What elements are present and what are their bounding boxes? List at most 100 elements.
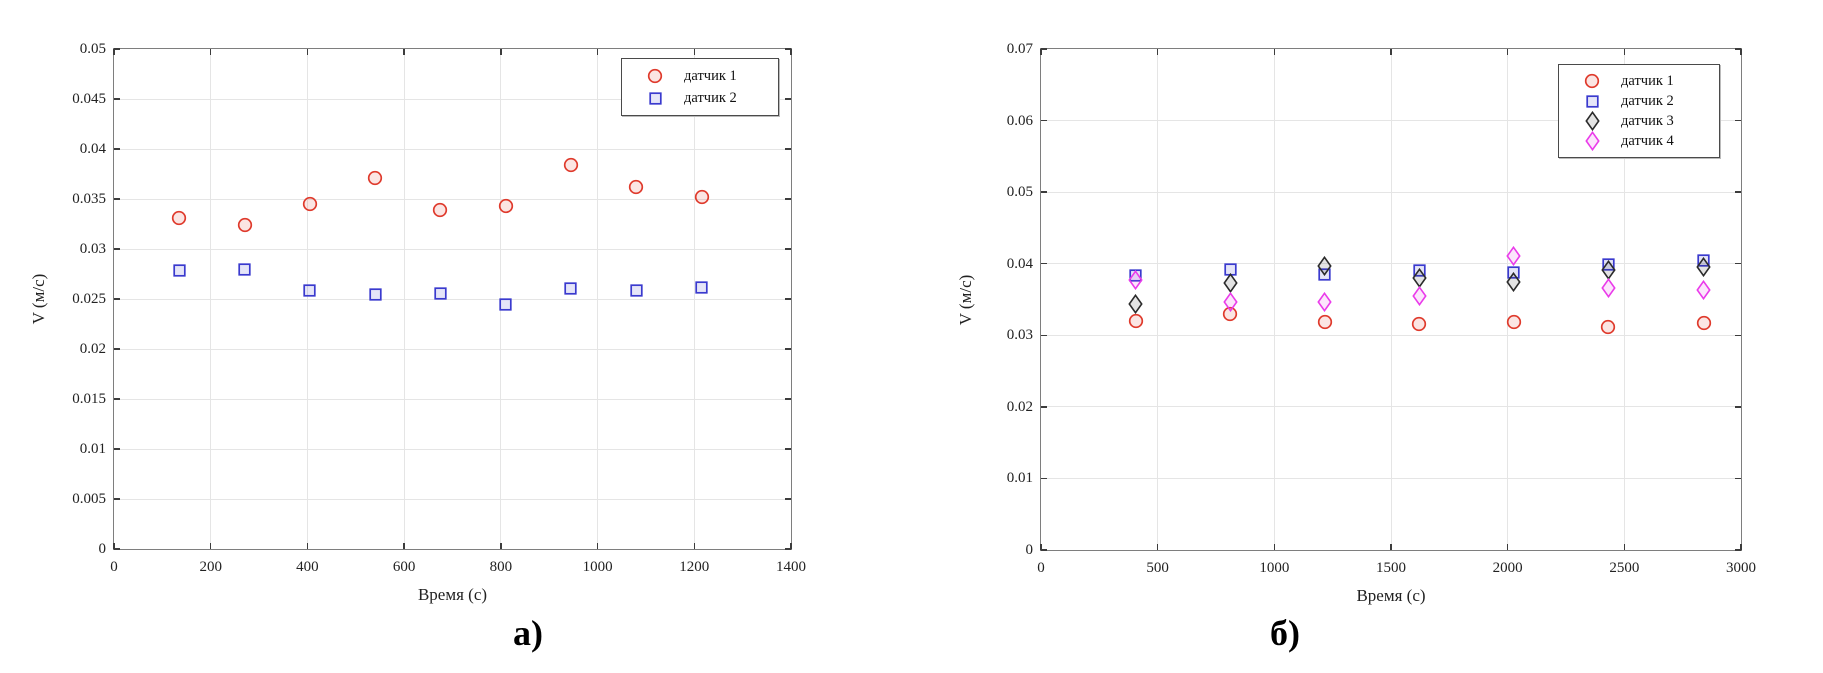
x-tick — [1390, 544, 1392, 550]
x-tick — [403, 543, 405, 549]
x-tick — [1040, 49, 1042, 55]
x-gridline — [1623, 49, 1625, 550]
data-point-diamond — [1696, 280, 1711, 301]
x-tick-label: 2000 — [1492, 560, 1523, 576]
y-tick — [785, 498, 791, 500]
y-tick — [1735, 406, 1741, 408]
legend-circle-icon — [626, 68, 684, 84]
data-point-circle — [1222, 306, 1238, 322]
x-tick — [500, 543, 502, 549]
legend: датчик 1 датчик 2 — [621, 58, 779, 116]
scatter-plot-a: 0 200 400 600 800 1000 1200 1400 0 0.005 0.01 0.015… — [29, 41, 806, 604]
data-point-square — [434, 286, 447, 300]
y-tick — [1041, 48, 1047, 50]
x-tick-label: 600 — [392, 559, 416, 575]
y-tick-label: 0 — [1025, 542, 1034, 558]
y-tick — [785, 448, 791, 450]
legend-square-icon — [626, 91, 684, 105]
x-tick — [790, 543, 792, 549]
legend-item: датчик 1 — [1563, 71, 1715, 91]
data-point-circle — [171, 210, 187, 226]
y-tick — [1041, 477, 1047, 480]
y-gridline — [114, 148, 791, 150]
legend-diamond-icon — [1563, 111, 1621, 131]
x-tick — [1623, 544, 1625, 550]
legend-label: датчик 3 — [1621, 112, 1674, 129]
y-tick-label: 0.02 — [79, 341, 106, 357]
data-point-square — [630, 283, 643, 297]
y-tick — [1735, 119, 1741, 122]
y-tick — [1041, 191, 1047, 193]
data-point-square — [1697, 254, 1710, 267]
data-point-square — [173, 263, 186, 277]
y-gridline — [1041, 406, 1741, 408]
y-tick — [114, 498, 120, 500]
legend-circle-icon — [1563, 73, 1621, 89]
y-gridline — [114, 198, 791, 200]
y-tick — [114, 298, 120, 300]
x-tick-label: 1400 — [776, 559, 806, 575]
y-tick-label: 0.06 — [1006, 112, 1033, 129]
data-point-circle — [432, 202, 448, 218]
x-tick-label: 0 — [1037, 560, 1045, 576]
y-tick-label: 0.05 — [79, 41, 106, 57]
y-tick — [1735, 263, 1741, 265]
x-tick — [1507, 544, 1509, 550]
x-tick — [1740, 544, 1742, 550]
y-axis-label: V (м/с) — [956, 274, 975, 325]
data-point-circle — [1600, 319, 1616, 335]
data-point-square — [695, 280, 708, 294]
data-point-circle — [563, 157, 579, 173]
y-tick-label: 0.015 — [72, 391, 106, 407]
y-axis-label: V (м/с) — [29, 273, 48, 325]
x-tick — [1040, 544, 1042, 550]
x-tick-label: 500 — [1146, 560, 1169, 576]
x-gridline — [1390, 49, 1392, 550]
x-tick-label: 1500 — [1376, 560, 1406, 576]
legend-square-icon — [1563, 94, 1621, 108]
data-point-circle — [302, 196, 318, 212]
data-point-square — [1129, 269, 1142, 282]
x-tick — [596, 543, 599, 549]
x-tick — [693, 49, 695, 55]
y-gridline — [114, 98, 791, 100]
x-tick — [1157, 544, 1159, 550]
x-tick — [210, 543, 212, 549]
y-tick — [785, 398, 791, 400]
data-point-circle — [237, 217, 253, 233]
y-tick — [785, 548, 791, 550]
y-tick — [114, 398, 120, 400]
y-tick — [114, 98, 120, 100]
x-tick — [596, 49, 599, 55]
data-point-circle — [1411, 316, 1427, 332]
legend-diamond-icon — [1563, 131, 1621, 151]
x-tick — [306, 49, 309, 55]
data-point-square — [1412, 264, 1426, 278]
x-axis-label: Время (с) — [417, 585, 488, 604]
y-tick — [785, 98, 791, 100]
y-gridline — [114, 448, 791, 450]
y-tick — [114, 148, 120, 150]
y-gridline — [114, 248, 791, 250]
x-tick — [1507, 49, 1509, 55]
y-tick — [785, 348, 791, 350]
y-tick-label: 0.07 — [1006, 41, 1033, 57]
y-gridline — [114, 398, 791, 400]
y-tick — [1041, 334, 1047, 336]
y-gridline — [1041, 263, 1741, 265]
y-tick-label: 0.03 — [1006, 327, 1033, 344]
y-gridline — [114, 498, 791, 500]
y-tick-label: 0.05 — [1006, 184, 1033, 201]
x-tick — [1273, 544, 1275, 550]
legend: датчик 1 датчик 2 датчик 3 датчик 4 — [1558, 64, 1720, 158]
data-point-square — [368, 287, 382, 301]
y-tick — [114, 548, 120, 550]
y-tick-label: 0.03 — [79, 241, 106, 257]
data-point-diamond — [1128, 270, 1143, 291]
y-tick-label: 0.045 — [72, 91, 106, 107]
x-tick — [1273, 49, 1275, 55]
data-point-square — [564, 281, 578, 295]
y-tick — [1735, 334, 1741, 336]
y-tick-label: 0.04 — [1006, 255, 1033, 272]
data-point-diamond — [1696, 257, 1711, 278]
